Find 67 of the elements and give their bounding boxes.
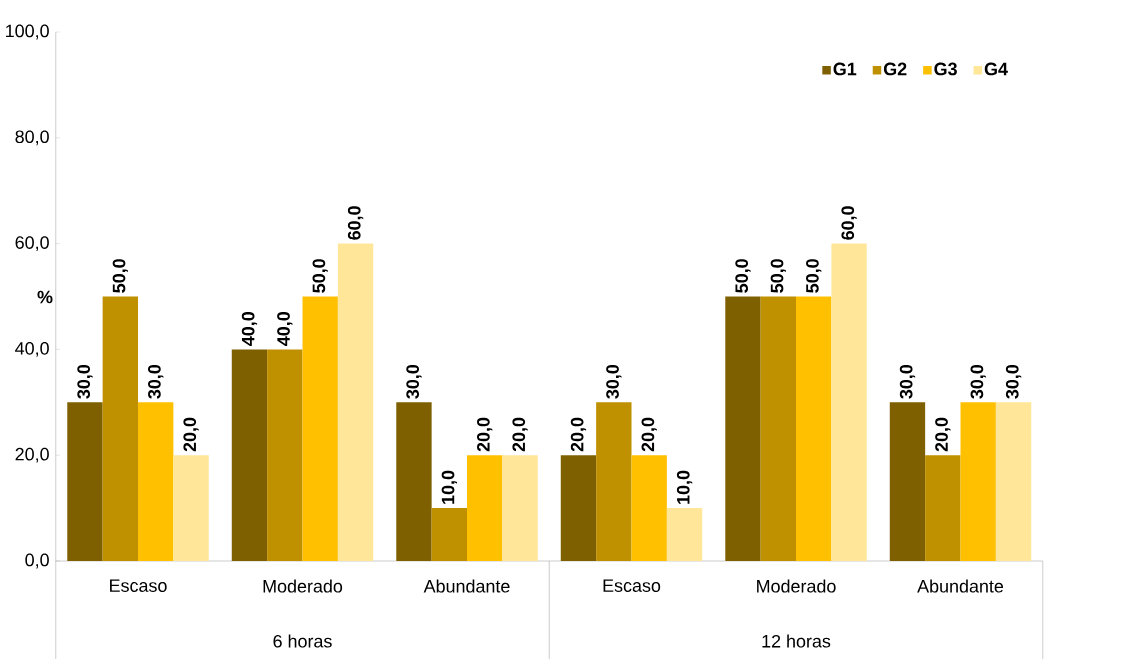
data-label: 50,0 [806,259,822,293]
y-tick-label: 0,0 [25,553,49,569]
x-tick-label: Escaso [110,579,167,592]
data-label: 30,0 [606,364,622,399]
bar [725,296,761,561]
bar [596,402,632,561]
data-label: 30,0 [406,364,422,399]
data-label: 20,0 [935,417,951,452]
bar [267,349,303,561]
x-tick-label: Abundante [917,579,1004,593]
bar [337,243,374,561]
data-label: 20,0 [641,417,657,452]
data-label: 30,0 [899,364,916,399]
data-label: 20,0 [570,417,587,452]
bar [467,455,503,561]
bar [631,455,667,561]
bar [889,402,926,561]
bar [560,455,597,561]
bar [173,455,209,561]
x-tick-label: Escaso [603,579,661,592]
data-label: 50,0 [770,259,786,293]
data-label: 30,0 [148,364,164,399]
text: 6 horas [273,634,332,648]
bar [796,296,832,561]
data-label: 20,0 [512,417,528,452]
x-tick-label: Moderado [757,579,836,593]
data-label: 30,0 [77,364,93,399]
x-tick-label: Abundante [423,579,510,593]
y-tick-label: 60,0 [15,236,49,252]
data-label: 50,0 [312,259,328,293]
bar [67,402,103,561]
data-label: 60,0 [841,206,857,240]
data-label: 50,0 [112,259,128,293]
data-label: 60,0 [347,206,364,240]
bar [666,508,703,561]
data-label: 30,0 [970,364,986,399]
bar [831,243,867,561]
bar [995,402,1032,561]
y-tick-label: 20,0 [15,447,49,463]
x-tick-label: Moderado [263,579,343,593]
data-label: 50,0 [735,259,751,293]
bar [960,402,996,561]
data-label: 30,0 [1005,364,1022,399]
y-tick-label: 40,0 [15,341,49,357]
text: 12 horas [762,634,831,648]
bar [925,455,961,561]
bar [396,402,432,561]
bar [502,455,538,561]
legend-label: G4 [984,62,1008,76]
legend-label: G2 [883,62,907,76]
bar [231,349,268,561]
bar [760,296,797,561]
bar [138,402,174,561]
data-label: 10,0 [441,470,457,504]
bar [431,508,467,561]
y-tick-label: 80,0 [15,130,49,146]
bar [102,296,138,561]
y-axis-title: % [37,290,53,304]
data-label: 20,0 [477,417,493,452]
y-tick-label: 100,0 [6,24,49,40]
legend-label: G1 [833,62,857,76]
bar [302,296,338,561]
legend-label: G3 [934,62,957,76]
data-label: 10,0 [676,470,693,504]
data-label: 20,0 [183,417,199,452]
data-label: 40,0 [277,312,293,346]
data-label: 40,0 [241,312,258,346]
